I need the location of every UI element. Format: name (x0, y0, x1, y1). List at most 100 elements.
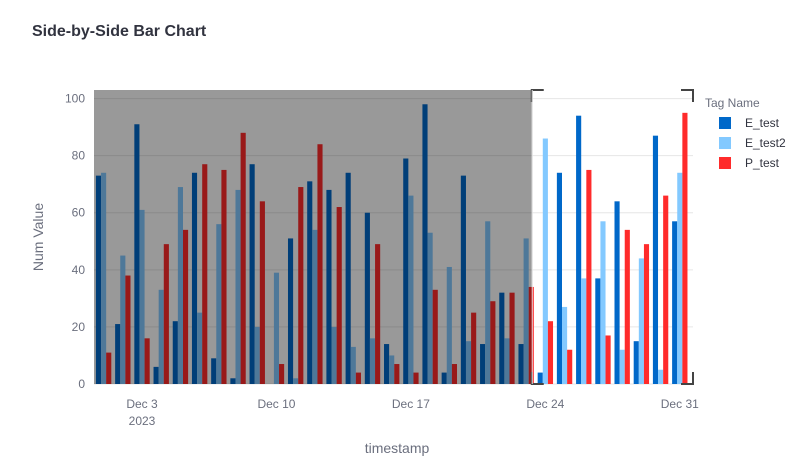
bar (595, 278, 601, 384)
legend-title: Tag Name (705, 96, 760, 110)
bar (677, 172, 683, 384)
bar (471, 312, 477, 384)
bar (191, 172, 198, 384)
bar (331, 326, 337, 384)
bar (158, 289, 164, 384)
bar (317, 144, 323, 384)
bar (235, 189, 241, 384)
bar (643, 244, 650, 384)
legend-label: P_test (745, 156, 780, 170)
bar (658, 369, 664, 384)
bar (432, 289, 438, 384)
bar (369, 338, 376, 384)
selection-corner (681, 89, 694, 102)
bar (115, 324, 121, 384)
bar (490, 301, 496, 384)
bar (389, 355, 395, 384)
bar (249, 164, 255, 384)
bar (163, 244, 169, 384)
bar (177, 187, 183, 384)
bar (619, 349, 625, 384)
bar (441, 372, 447, 384)
bar (144, 338, 150, 384)
bar (106, 352, 112, 384)
bar (485, 221, 491, 384)
bar (384, 344, 390, 384)
y-tick-label: 100 (65, 92, 85, 106)
x-tick-label: Dec 17 (392, 397, 430, 411)
bar (139, 209, 145, 384)
bar (293, 378, 299, 384)
bar (567, 349, 573, 384)
bar (298, 187, 304, 384)
bar (375, 244, 381, 384)
bar (345, 172, 351, 384)
bar (307, 181, 313, 384)
bar (427, 232, 433, 384)
bar (528, 286, 534, 384)
bar (652, 135, 659, 384)
bar (408, 195, 414, 384)
bar (394, 364, 400, 384)
bar (221, 169, 227, 384)
bar (326, 189, 332, 384)
bar (638, 258, 644, 384)
bar (542, 138, 548, 384)
bar (682, 112, 688, 384)
bar (446, 266, 452, 384)
y-tick-label: 0 (78, 377, 85, 391)
bar (216, 224, 222, 384)
y-tick-label: 40 (72, 263, 86, 277)
bar (279, 364, 285, 384)
bar (254, 326, 260, 384)
bar (101, 172, 107, 384)
bar (312, 229, 318, 384)
bar (556, 172, 562, 384)
bar (537, 372, 543, 384)
bar (576, 115, 582, 384)
bar (364, 212, 370, 384)
bar (230, 378, 236, 384)
bar (624, 229, 630, 384)
bar (547, 321, 554, 384)
y-tick-label: 20 (72, 320, 86, 334)
bar (336, 207, 342, 384)
bar (134, 124, 140, 384)
bar (600, 221, 606, 384)
bar (509, 292, 515, 384)
selection-corner (681, 372, 694, 385)
bar (350, 346, 356, 384)
chart-title: Side-by-Side Bar Chart (32, 23, 207, 40)
x-axis-label: timestamp (365, 440, 430, 456)
bar (523, 238, 529, 384)
bar (480, 344, 486, 384)
unselected-shade (94, 90, 532, 384)
bar (586, 169, 592, 384)
bar (663, 195, 669, 384)
bar (413, 372, 419, 384)
bar (211, 358, 217, 384)
x-tick-label: Dec 10 (257, 397, 295, 411)
bar (614, 201, 620, 384)
selection-corner (530, 89, 544, 102)
bar (273, 272, 280, 384)
y-axis-label: Num Value (30, 203, 46, 271)
bar (125, 275, 131, 384)
bar (672, 221, 678, 384)
bar (633, 341, 639, 384)
legend-label: E_test2 (745, 136, 786, 150)
bar (182, 229, 189, 384)
bar (422, 104, 428, 384)
x-tick-label: Dec 3 (126, 397, 158, 411)
y-tick-label: 80 (72, 149, 86, 163)
y-tick-label: 60 (72, 206, 86, 220)
bar (120, 255, 126, 384)
bar (518, 344, 524, 384)
bar (460, 175, 466, 384)
selection-edge (531, 90, 533, 384)
bar (403, 158, 409, 384)
bar (561, 306, 568, 384)
bar (451, 364, 458, 384)
bar (499, 292, 505, 384)
